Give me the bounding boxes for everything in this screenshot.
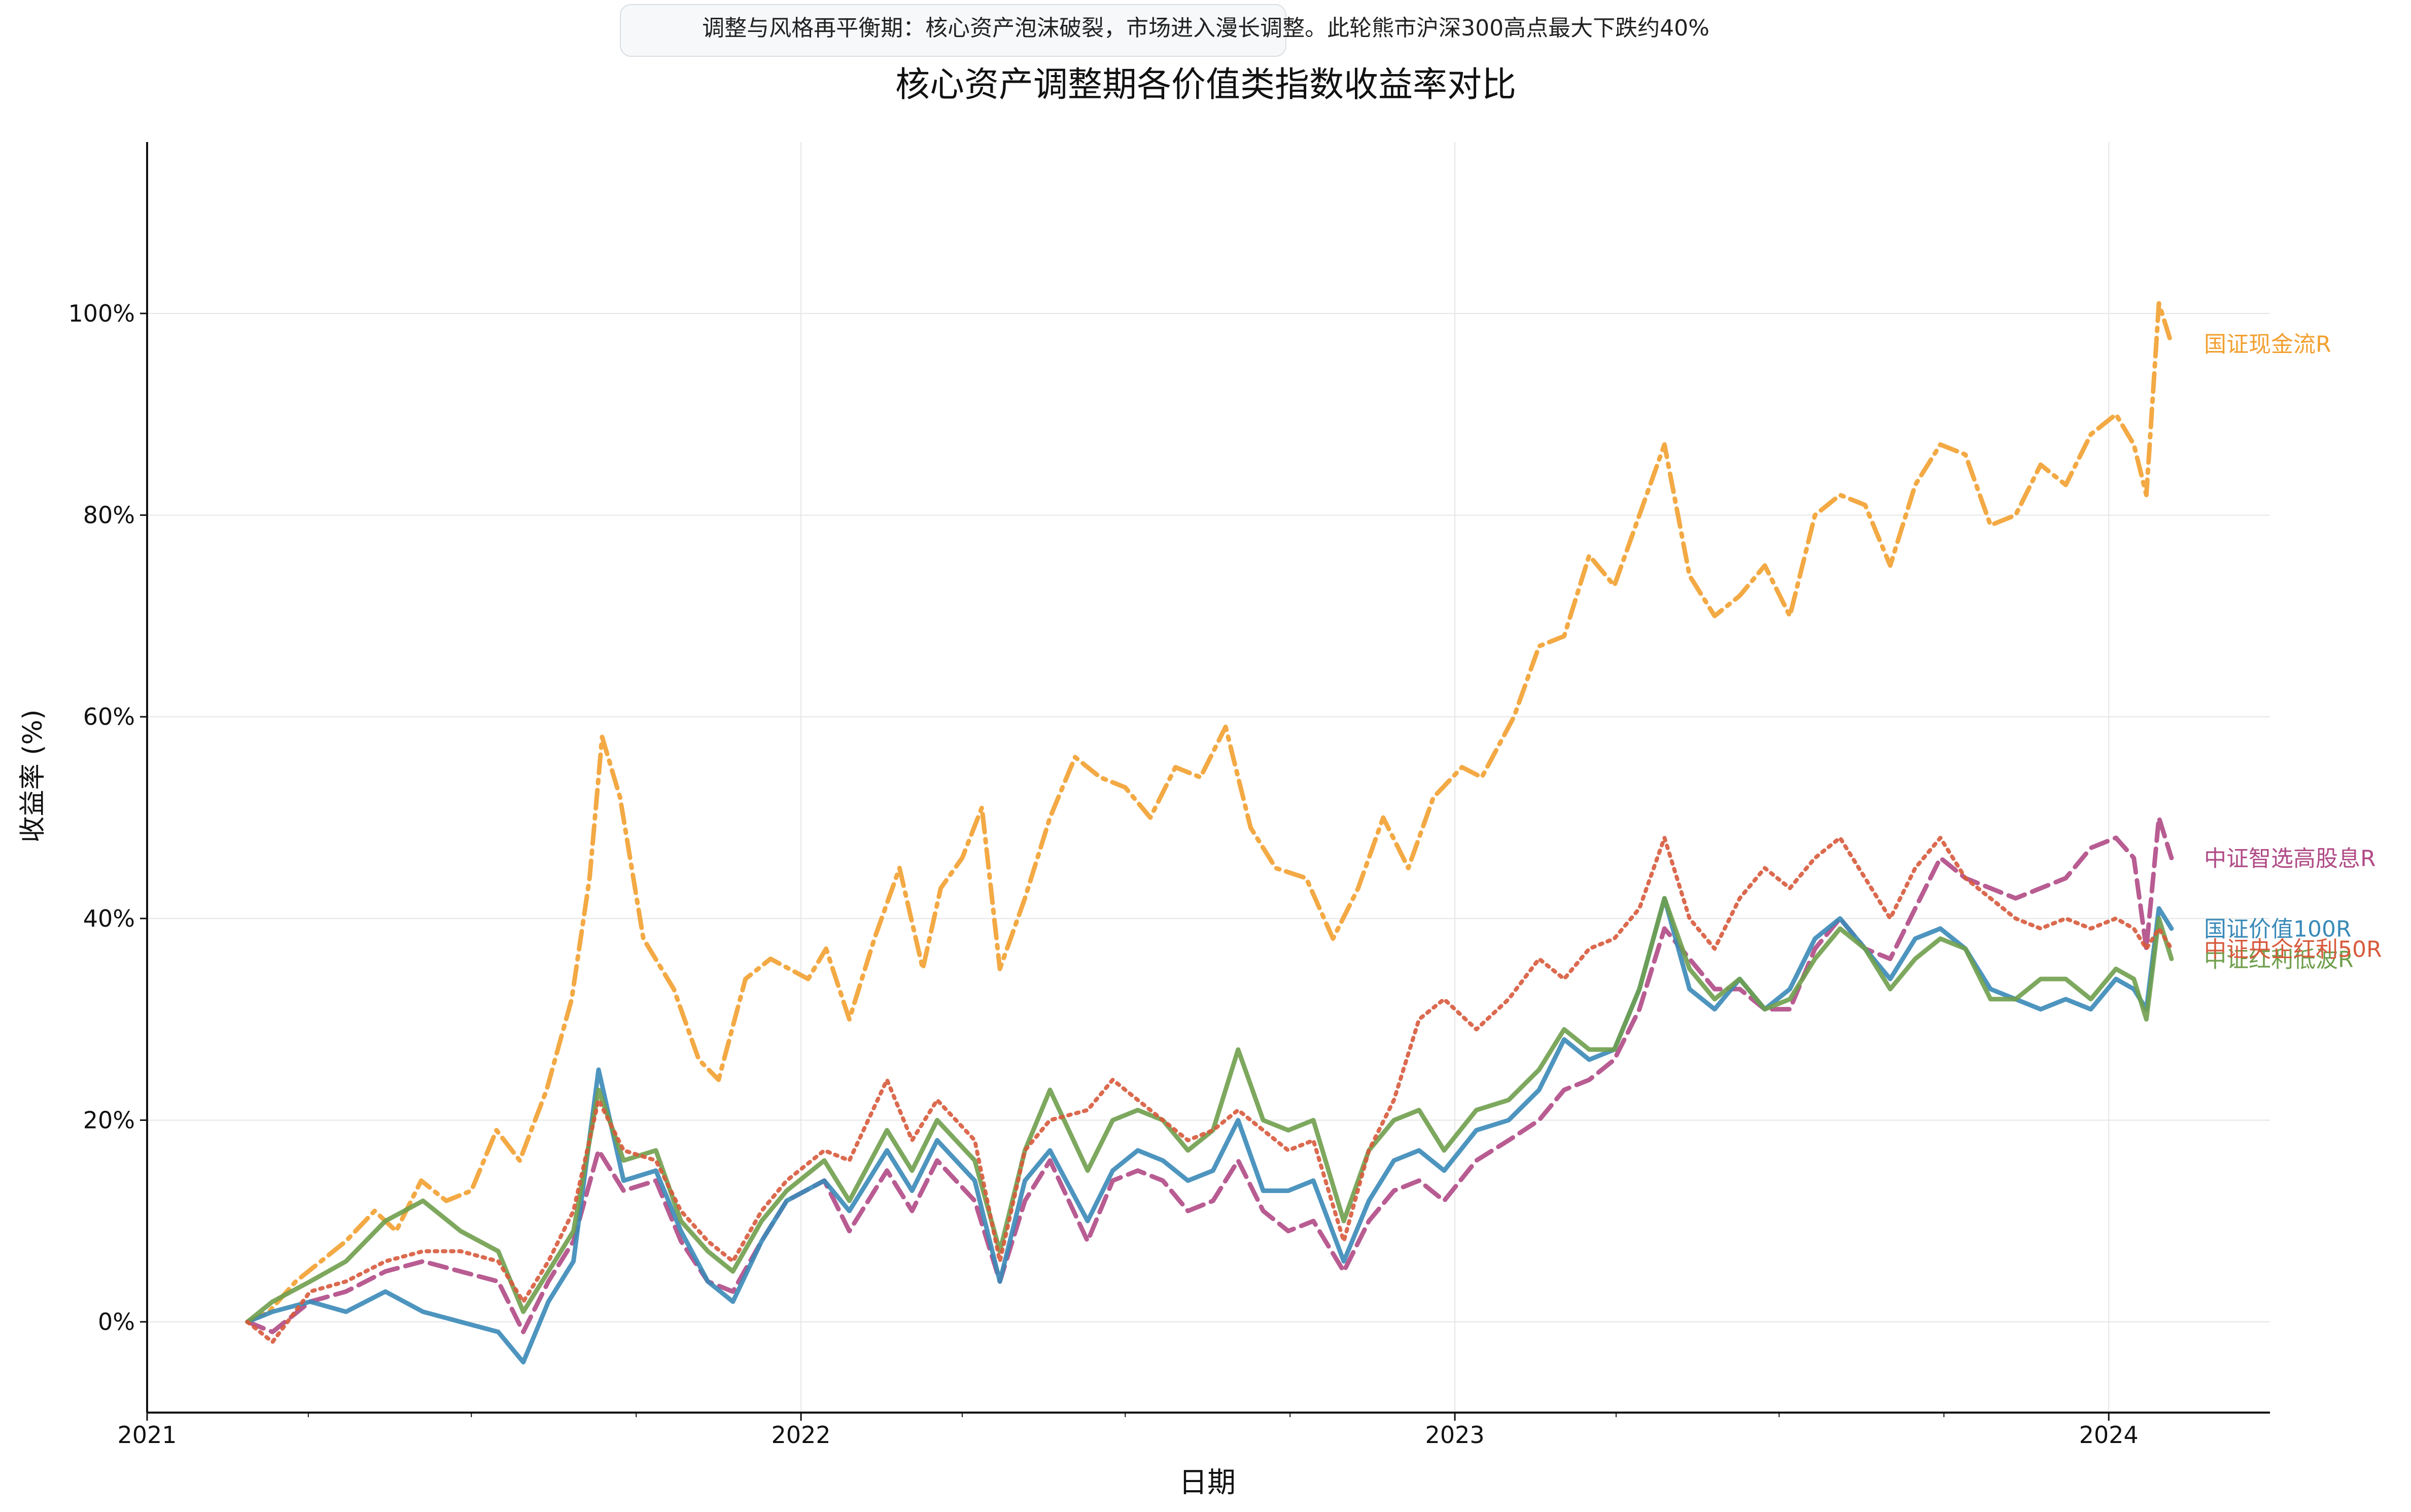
x-axis-label: 日期 xyxy=(1179,1466,1236,1499)
x-tick-label: 2024 xyxy=(2079,1421,2139,1449)
x-tick-label: 2023 xyxy=(1425,1421,1485,1449)
y-tick-label: 80% xyxy=(83,502,135,529)
series-end-label: 国证现金流R xyxy=(2204,332,2331,358)
series-end-label: 中证红利低波R xyxy=(2204,946,2354,972)
series-end-label: 国证价值100R xyxy=(2204,917,2352,942)
series-end-label: 中证智选高股息R xyxy=(2204,846,2376,872)
chart-title: 核心资产调整期各价值类指数收益率对比 xyxy=(895,65,1516,105)
series-line xyxy=(245,815,2174,1334)
grid-layer xyxy=(147,142,2270,1413)
y-tick-label: 20% xyxy=(83,1106,135,1134)
annotation-text: 调整与风格再平衡期：核心资产泡沫破裂，市场进入漫长调整。此轮熊市沪深300高点最… xyxy=(702,15,1709,41)
series-line xyxy=(245,896,2174,1365)
ticks-layer: 0% 20% 40% 60% 80% 100% 2021 2022 2023 2024 xyxy=(68,300,2138,1449)
annotation-box xyxy=(620,4,1286,57)
y-tick-label: 40% xyxy=(83,905,135,932)
axes-layer xyxy=(146,142,2270,1414)
y-tick-label: 0% xyxy=(98,1308,135,1335)
y-axis-label: 收益率 (%) xyxy=(18,710,48,843)
series-end-label: 中证央企红利50R xyxy=(2204,936,2382,962)
x-tick-label: 2022 xyxy=(772,1421,831,1449)
x-tick-label: 2021 xyxy=(117,1421,177,1449)
series-line xyxy=(245,896,2174,1324)
series-layer xyxy=(245,301,2174,1365)
series-line xyxy=(245,301,2174,1324)
series-line xyxy=(245,835,2174,1344)
y-tick-label: 100% xyxy=(68,300,135,327)
y-tick-label: 60% xyxy=(83,703,135,730)
